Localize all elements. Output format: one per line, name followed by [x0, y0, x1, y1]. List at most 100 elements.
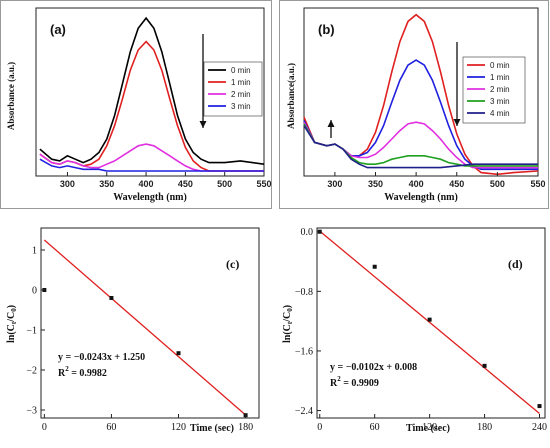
fit-equation: y = −0.0243x + 1.250 — [58, 352, 145, 363]
trend-arrow-head-0 — [199, 121, 207, 128]
panel-b-frame — [279, 0, 549, 209]
x-tick-label: 180 — [477, 422, 492, 433]
plot-frame — [316, 227, 546, 419]
x-tick-label: 550 — [530, 179, 545, 189]
series-line-3 — [39, 158, 264, 172]
x-tick-label: 180 — [238, 422, 253, 433]
x-axis-label: Wavelength (nm) — [384, 192, 458, 203]
x-tick-label: 120 — [171, 422, 186, 433]
legend-entry-0: 0 min — [490, 61, 510, 70]
data-point-3 — [482, 363, 487, 368]
legend-entry-0: 0 min — [231, 66, 251, 75]
series-line-0 — [39, 16, 265, 165]
data-point-2 — [427, 317, 432, 322]
x-tick-label: 60 — [370, 422, 380, 433]
x-axis-label: Time (sec) — [190, 423, 234, 434]
x-axis-label: Time (sec) — [406, 423, 450, 434]
y-axis-label-sub: 0 — [286, 308, 294, 312]
legend-entry-2: 2 min — [490, 85, 510, 94]
x-axis-label: Wavelength (nm) — [113, 192, 187, 203]
x-tick-label: 400 — [409, 179, 424, 189]
panel-b: 300 350 400 450 500 550 Wavelength (nm) Absorba… — [286, 7, 546, 203]
panel-d: 0 60 120 180 240 0.0 −0.8 −1.6 −2.4 Time (sec) ln(… — [282, 227, 547, 434]
x-tick-label: 120 — [422, 422, 437, 433]
y-tick-label: −2.4 — [295, 406, 313, 417]
x-tick-label: 60 — [106, 422, 116, 433]
r-squared-part: R — [330, 378, 338, 389]
y-tick-label: −2 — [26, 366, 37, 377]
fit-line — [43, 239, 247, 416]
x-tick-label: 500 — [490, 179, 505, 189]
r-squared-part: R — [58, 368, 66, 379]
y-axis-label-sub: t — [286, 321, 294, 324]
fit-equation: y = −0.0102x + 0.008 — [330, 362, 417, 373]
y-tick-label: −1.6 — [295, 346, 313, 357]
y-tick-label: −1 — [26, 326, 37, 337]
legend-entry-1: 1 min — [231, 78, 251, 87]
x-tick-label: 0 — [42, 422, 47, 433]
trend-arrow-head-1 — [327, 120, 335, 127]
legend-entry-3: 3 min — [231, 102, 251, 111]
panel-label: (b) — [318, 22, 335, 37]
x-tick-label: 550 — [256, 179, 271, 189]
x-tick-label: 350 — [99, 179, 114, 189]
r-squared-sup: 2 — [337, 375, 341, 383]
series-line-3 — [303, 123, 538, 167]
y-tick-label: −0.8 — [295, 287, 313, 298]
legend-entry-4: 4 min — [490, 109, 510, 118]
r-squared: R2 = 0.9982 — [58, 365, 107, 379]
x-tick-label: 500 — [217, 179, 232, 189]
y-tick-label: 1 — [32, 246, 37, 257]
y-tick-label: 0.0 — [301, 227, 314, 238]
series-line-2 — [303, 121, 538, 169]
x-tick-label: 300 — [327, 179, 342, 189]
panel-label: (c) — [226, 257, 239, 271]
data-point-1 — [372, 264, 377, 269]
x-tick-label: 400 — [139, 179, 154, 189]
y-axis-label-part: ) — [282, 305, 293, 308]
x-tick-label: 450 — [449, 179, 464, 189]
r-squared: R2 = 0.9909 — [330, 375, 379, 389]
x-tick-label: 300 — [60, 179, 75, 189]
y-axis-label-sub: 0 — [10, 308, 18, 312]
data-point-4 — [537, 404, 542, 409]
x-tick-label: 450 — [178, 179, 193, 189]
legend-box — [462, 56, 526, 124]
panel-label: (d) — [508, 257, 523, 271]
y-tick-label: −3 — [26, 406, 37, 417]
y-axis-label-part: ln(C — [6, 324, 17, 343]
data-point-2 — [176, 351, 181, 356]
y-axis-label-part: /C — [282, 312, 293, 323]
legend-entry-1: 1 min — [490, 73, 510, 82]
y-axis-label: Absorbance(a.u.) — [286, 63, 296, 129]
plot-frame — [303, 7, 539, 177]
plot-frame — [35, 7, 265, 177]
y-axis-label: Absorbance (a.u.) — [6, 62, 16, 130]
r-squared-part: = 0.9982 — [69, 368, 107, 379]
panel-label: (a) — [50, 22, 66, 37]
panel-a-frame — [0, 0, 272, 209]
y-axis-label-part: ln(C — [282, 324, 293, 343]
r-squared-part: = 0.9909 — [341, 378, 379, 389]
x-tick-label: 0 — [317, 422, 322, 433]
series-line-4 — [303, 125, 538, 169]
plot-frame — [40, 227, 260, 419]
legend-entry-3: 3 min — [490, 97, 510, 106]
y-axis-label-sub: t — [10, 321, 18, 324]
legend-entry-2: 2 min — [231, 90, 251, 99]
x-tick-label: 240 — [532, 422, 547, 433]
panel-a: 300 350 400 450 500 550 Wavelength (nm) Absorba… — [6, 7, 272, 203]
data-point-1 — [109, 296, 114, 300]
fit-line — [319, 230, 540, 415]
legend-box — [203, 61, 263, 117]
trend-arrow-head-0 — [453, 119, 461, 126]
y-axis-label-part: ) — [6, 305, 17, 308]
y-axis-label: ln(Ct/C0) — [6, 305, 18, 343]
y-axis-label-part: /C — [6, 312, 17, 323]
y-tick-label: 0 — [32, 286, 37, 297]
x-tick-label: 350 — [368, 179, 383, 189]
y-axis-label: ln(Ct/C0) — [282, 305, 294, 343]
r-squared-sup: 2 — [65, 365, 69, 373]
